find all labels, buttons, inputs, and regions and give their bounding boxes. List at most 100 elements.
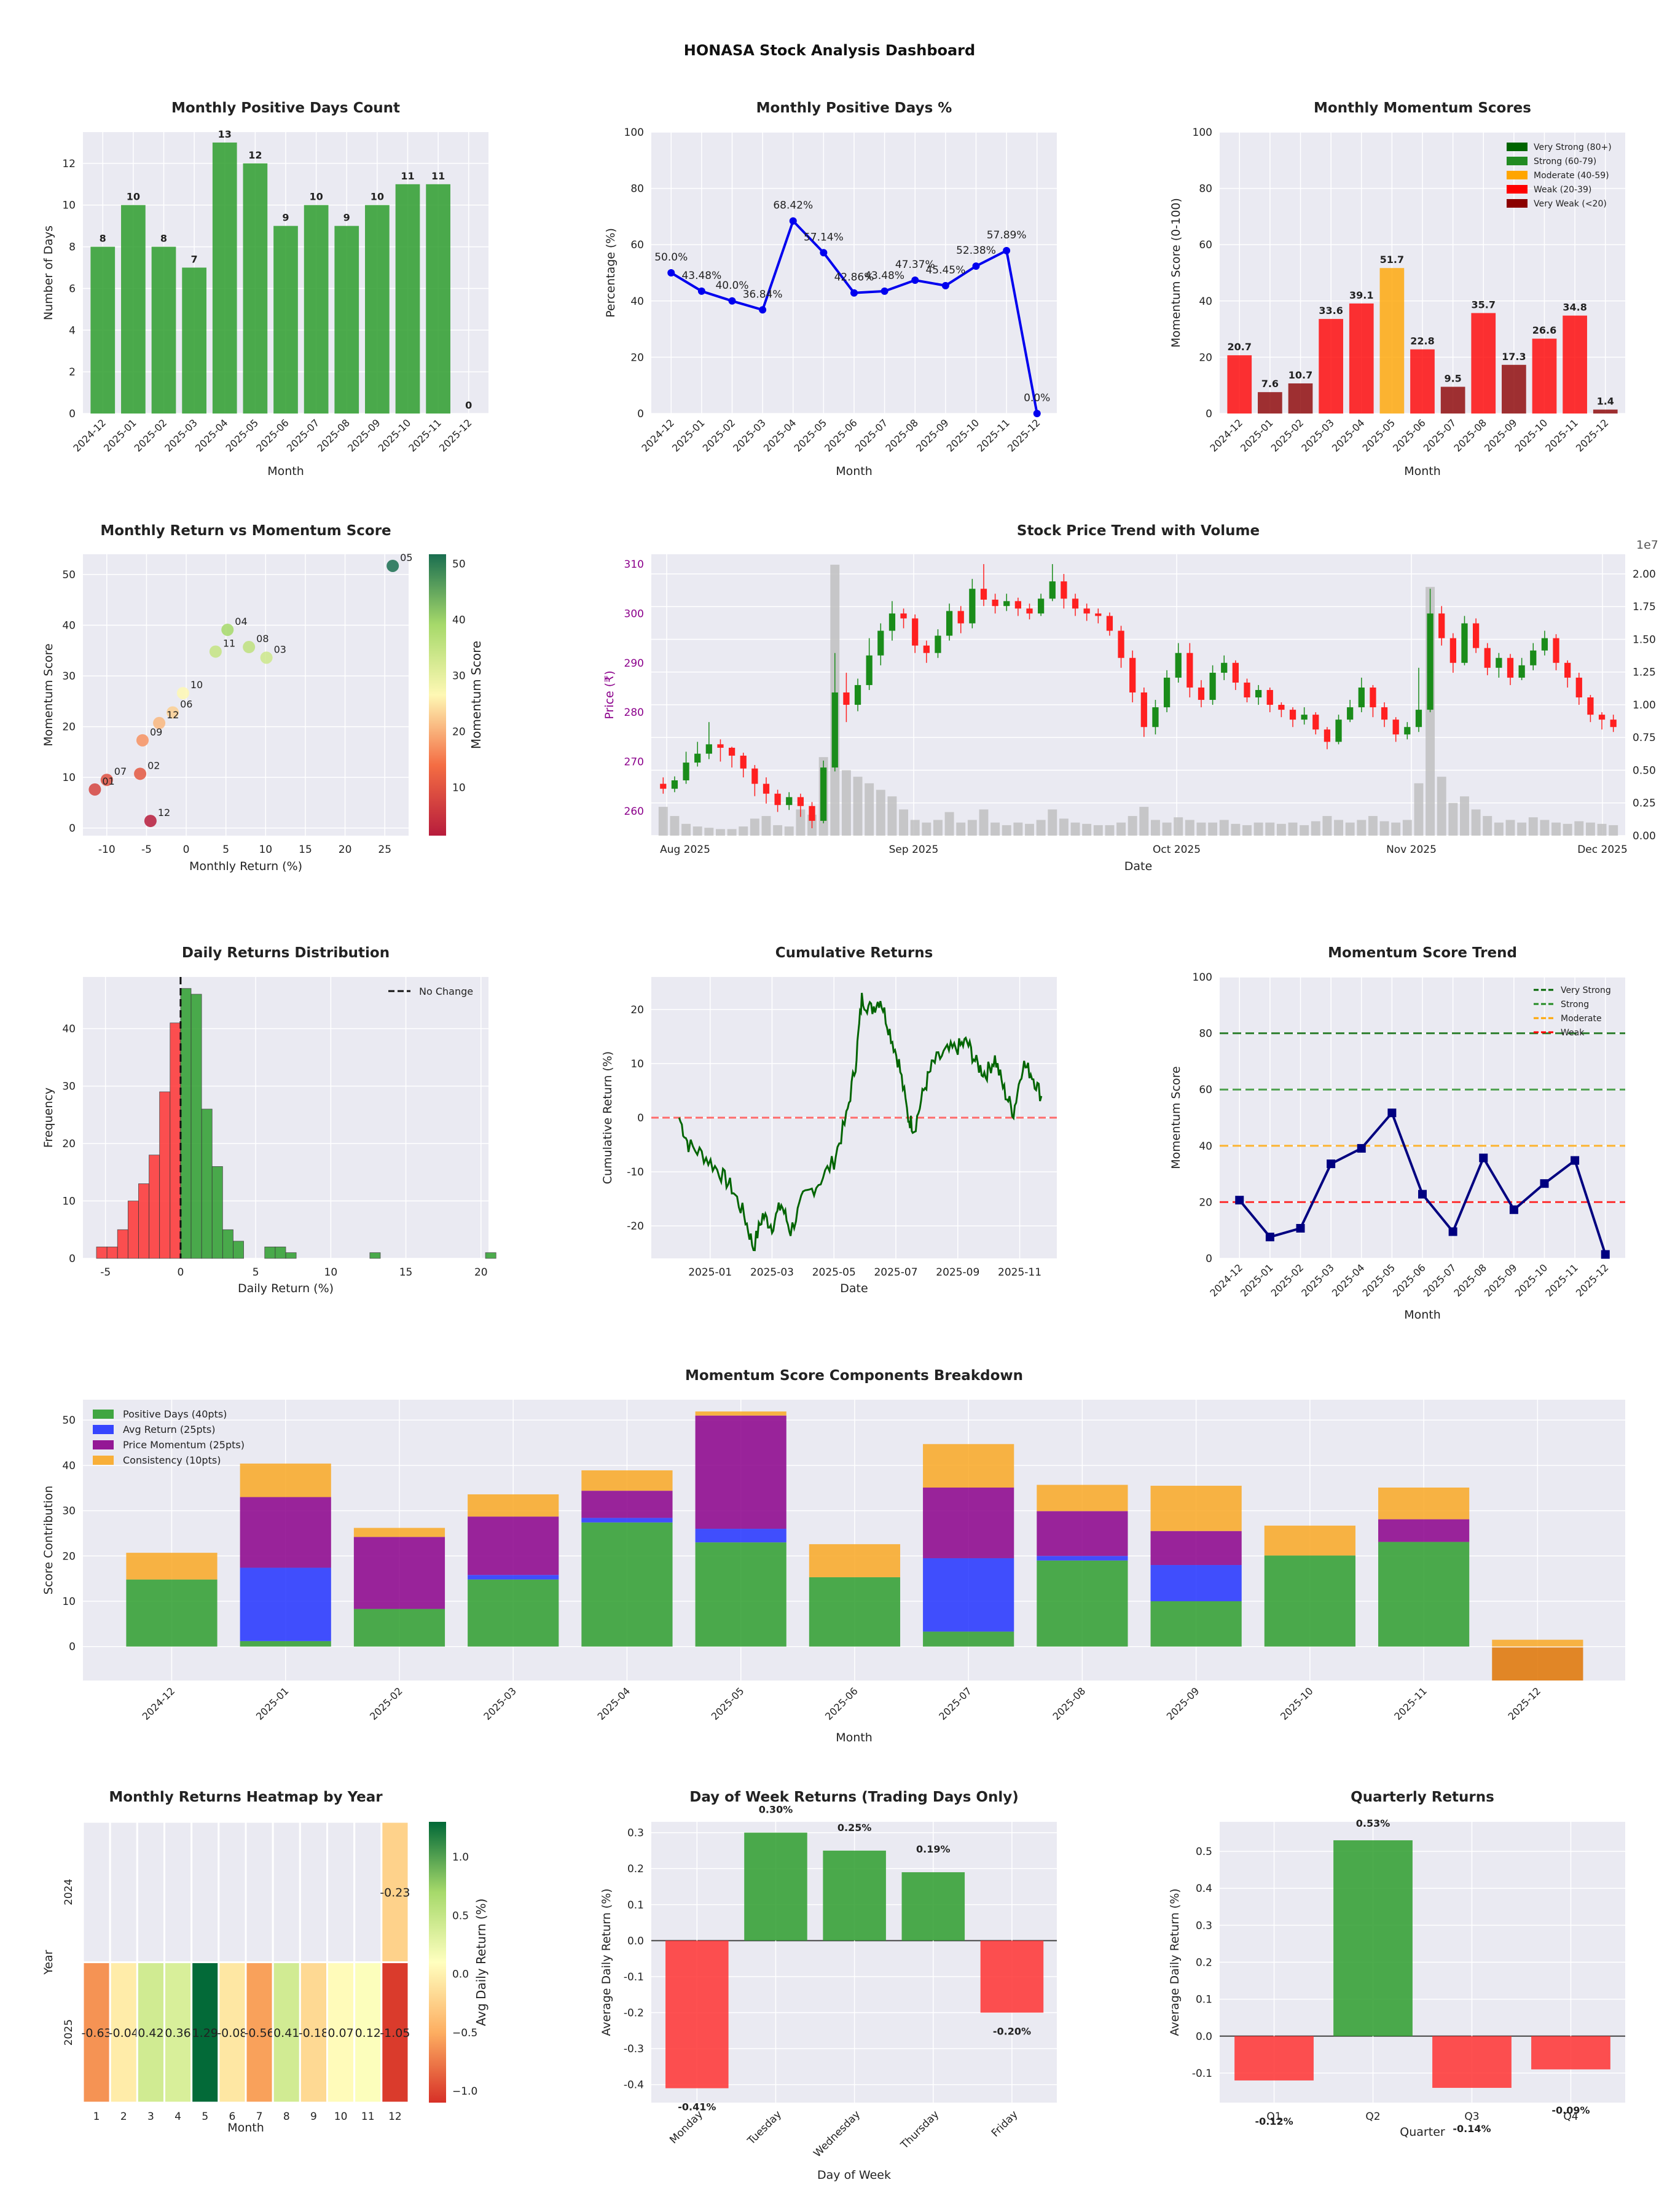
- return_vs_momentum-point: [176, 687, 189, 700]
- components_breakdown-bar-segment: [695, 1529, 786, 1543]
- price_trend-volume-bar: [1402, 820, 1412, 836]
- price_trend-candle-body: [809, 806, 815, 821]
- momentum_scores-bar: [1227, 355, 1252, 414]
- price_trend-volume-bar: [1471, 809, 1481, 836]
- positive_days_pct-point-label: 45.45%: [925, 264, 965, 276]
- components_breakdown-ytick-label: 40: [62, 1460, 76, 1472]
- price_trend-candle-body: [683, 763, 689, 781]
- cumulative_returns-xtick-label: 2025-11: [998, 1266, 1041, 1279]
- price_trend-volume-bar: [1093, 825, 1103, 836]
- price_trend-candle-body: [1221, 662, 1228, 673]
- positive_days_pct-point: [728, 297, 736, 305]
- positive_days_pct-point-label: 0.0%: [1024, 392, 1050, 404]
- price_trend-volume-bar: [876, 790, 885, 836]
- returns_heatmap-cell: [190, 1961, 220, 2104]
- returns_heatmap-colorbar-tick: −0.5: [452, 2027, 477, 2039]
- price_trend-candle-body: [1244, 682, 1250, 698]
- quarterly_returns-bar-value: -0.09%: [1551, 2104, 1590, 2116]
- positive_days_pct-point: [1003, 246, 1011, 254]
- price_trend-candle-body: [1095, 613, 1102, 616]
- price_trend-volume-tick: 1.50: [1633, 633, 1656, 646]
- momentum_scores-xtick-label: 2025-05: [1360, 417, 1397, 454]
- quarterly_returns-ytick-label: -0.1: [1192, 2068, 1212, 2080]
- price_trend-candle-body: [1358, 687, 1365, 708]
- price_trend-candle-body: [1072, 598, 1079, 609]
- components_breakdown-bar-segment: [923, 1444, 1014, 1488]
- day_of_week-bar: [823, 1850, 886, 1941]
- return_vs_momentum-point-label: 07: [114, 766, 127, 777]
- price_trend-volume-tick: 1.75: [1633, 601, 1656, 613]
- price_trend-candle-body: [912, 618, 919, 646]
- components_breakdown-xtick-label: 2025-05: [709, 1685, 747, 1722]
- price_trend-candle-body: [946, 611, 953, 636]
- return_vs_momentum-xtick-label: 25: [378, 844, 391, 856]
- cumulative_returns-xtick-label: 2025-01: [688, 1266, 732, 1279]
- returns_heatmap-cell-label: -0.56: [244, 2026, 274, 2040]
- quarterly_returns-ylabel: Average Daily Return (%): [1168, 1888, 1182, 2036]
- returns_heatmap-xtick-label: 5: [202, 2111, 208, 2123]
- momentum_scores-ytick-label: 100: [1193, 127, 1212, 139]
- returns_heatmap-cell-label: -0.18: [299, 2026, 329, 2040]
- price_trend-ytick-label: 280: [624, 707, 644, 719]
- price_trend-ytick-label: 310: [624, 559, 644, 571]
- price_trend-volume-tick: 0.75: [1633, 732, 1656, 744]
- price_trend-volume-bar: [1219, 820, 1229, 836]
- price_trend-candle-body: [1472, 623, 1480, 648]
- positive_days_count-xtick-label: 2025-11: [406, 417, 444, 454]
- returns_heatmap-ylabel: Year: [42, 1950, 55, 1975]
- returns_heatmap-cell-label: -0.08: [217, 2026, 247, 2040]
- price_trend-volume-bar: [1379, 821, 1389, 836]
- components_breakdown-bar-segment: [581, 1470, 673, 1491]
- momentum_scores-bar: [1440, 386, 1465, 414]
- momentum_scores-ytick-label: 80: [1199, 183, 1212, 195]
- price_trend-xtick-label: Sep 2025: [889, 844, 939, 856]
- components_breakdown-bar-segment: [1264, 1555, 1355, 1647]
- positive_days_pct-xtick-label: 2025-12: [1005, 417, 1043, 454]
- price_trend-candle-body: [1404, 727, 1411, 735]
- momentum_scores-ytick-label: 40: [1199, 296, 1212, 308]
- momentum_trend-xtick-label: 2025-09: [1482, 1261, 1520, 1299]
- positive_days_count-xtick-label: 2025-01: [101, 417, 139, 454]
- price_trend-volume-bar: [1253, 822, 1263, 836]
- price_trend-candle-body: [1507, 657, 1514, 678]
- price_trend-candle-body: [1289, 710, 1296, 720]
- momentum_scores-xtick-label: 2025-03: [1299, 417, 1336, 454]
- charts-layer: 02468101282024-12102025-0182025-0272025-…: [42, 100, 1658, 2182]
- price_trend-volume-bar: [1494, 822, 1504, 836]
- components_breakdown-bar-segment: [923, 1558, 1014, 1632]
- momentum_trend-xlabel: Month: [1404, 1308, 1441, 1322]
- momentum_trend-panel: 0 20 40 60 80 100 2024-122025-012025-022025-03…: [1169, 945, 1625, 1322]
- price_trend-volume-bar: [990, 822, 1000, 836]
- momentum_scores-xtick-label: 2025-01: [1238, 417, 1276, 454]
- momentum_trend-point: [1265, 1233, 1274, 1242]
- returns_heatmap-xtick-label: 7: [256, 2111, 263, 2123]
- momentum_trend-ytick-label: 60: [1199, 1084, 1212, 1096]
- price_trend-candle-body: [1083, 608, 1090, 614]
- cumulative_returns-ytick-label: 10: [630, 1058, 644, 1070]
- components_breakdown-xtick-label: 2025-12: [1505, 1685, 1543, 1722]
- positive_days_pct-xtick-label: 2025-07: [853, 417, 890, 454]
- components_breakdown-xtick-label: 2025-06: [823, 1685, 860, 1722]
- returns_heatmap-xtick-label: 6: [229, 2111, 236, 2123]
- price_trend-candle-body: [1266, 689, 1273, 705]
- price_trend-volume-bar: [1196, 822, 1206, 836]
- positive_days_pct-point: [850, 289, 858, 297]
- price_trend-candle-body: [1140, 692, 1147, 728]
- return_vs_momentum-point: [144, 815, 157, 828]
- positive_days_count-bar-value: 8: [160, 233, 167, 245]
- positive_days_pct-point-label: 57.14%: [804, 231, 844, 243]
- positive_days_pct-point: [880, 287, 888, 295]
- components_breakdown-legend-swatch: [93, 1456, 114, 1465]
- positive_days_count-ytick-label: 10: [62, 200, 76, 212]
- momentum_scores-ylabel: Momentum Score (0-100): [1169, 198, 1183, 348]
- returns_heatmap-cell: [136, 1961, 165, 2104]
- return_vs_momentum-point: [167, 706, 179, 719]
- positive_days_pct-point-label: 57.89%: [987, 229, 1027, 241]
- price_trend-candle-body: [992, 599, 998, 606]
- components_breakdown-bar-segment: [240, 1463, 331, 1497]
- returns_heatmap-cell-label: 0.07: [327, 2026, 353, 2040]
- return_vs_momentum-plot-area: [83, 554, 409, 836]
- return_vs_momentum-xtick-label: 0: [183, 844, 190, 856]
- positive_days_count-xtick-label: 2025-04: [193, 417, 230, 454]
